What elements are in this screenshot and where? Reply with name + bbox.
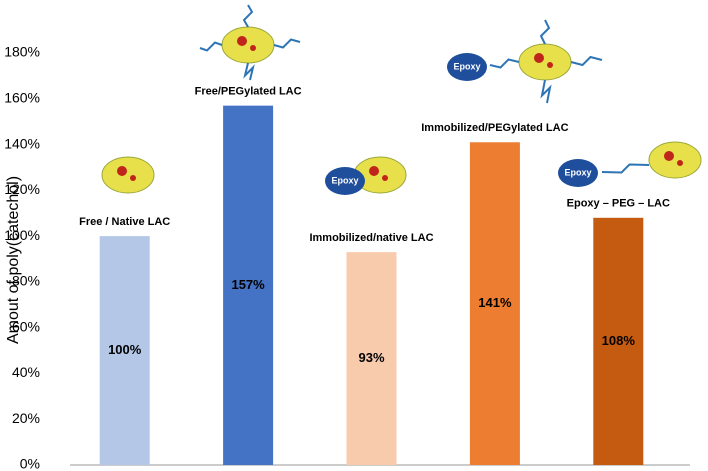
- y-axis-title: Amout of poly(catechol): [5, 176, 22, 344]
- protein-site: [677, 160, 683, 166]
- protein-site: [250, 45, 256, 51]
- epoxy-label: Epoxy: [564, 167, 591, 177]
- peg-chain: [570, 55, 603, 67]
- protein-site: [117, 166, 127, 176]
- protein-site: [382, 175, 388, 181]
- y-tick-label: 160%: [4, 89, 40, 105]
- y-tick-label: 100%: [4, 227, 40, 243]
- category-label: Immobilized/PEGylated LAC: [421, 122, 568, 134]
- peg-chain: [199, 41, 223, 52]
- epoxy-bead: [558, 159, 598, 187]
- y-tick-label: 20%: [12, 410, 40, 426]
- peg-chain: [601, 163, 650, 174]
- bar: [346, 252, 397, 465]
- bar: [223, 105, 274, 466]
- peg-chain: [540, 79, 552, 104]
- value-label: 93%: [358, 350, 384, 365]
- y-tick-label: 40%: [12, 364, 40, 380]
- y-tick-label: 80%: [12, 273, 40, 289]
- protein-illustration: [101, 156, 155, 194]
- protein-site: [664, 151, 674, 161]
- value-label: 100%: [108, 342, 142, 357]
- category-label: Immobilized/native LAC: [309, 232, 433, 244]
- epoxy-label: Epoxy: [331, 175, 358, 185]
- y-tick-label: 120%: [4, 181, 40, 197]
- protein-site: [130, 175, 136, 181]
- bar: [469, 142, 520, 465]
- peg-chain: [539, 19, 551, 45]
- y-tick-label: 180%: [4, 44, 40, 60]
- y-tick-label: 0%: [20, 456, 40, 471]
- peg-chain: [489, 58, 520, 69]
- peg-chain: [273, 38, 301, 49]
- peg-chain: [243, 62, 255, 81]
- value-label: 141%: [478, 295, 512, 310]
- value-label: 157%: [231, 277, 265, 292]
- peg-chain: [242, 4, 254, 28]
- protein-site: [547, 62, 553, 68]
- protein-illustration: [221, 26, 275, 64]
- bar: [99, 236, 150, 465]
- category-label: Free/PEGylated LAC: [195, 86, 302, 98]
- protein-illustration: [518, 43, 572, 81]
- y-tick-label: 60%: [12, 318, 40, 334]
- protein-site: [534, 53, 544, 63]
- y-tick-label: 140%: [4, 135, 40, 151]
- epoxy-label: Epoxy: [453, 61, 480, 71]
- epoxy-bead: [325, 167, 365, 195]
- protein-site: [237, 36, 247, 46]
- value-label: 108%: [602, 333, 636, 348]
- protein-illustration: [648, 141, 702, 179]
- category-label: Free / Native LAC: [79, 216, 170, 228]
- bar: [593, 217, 644, 465]
- protein-site: [369, 166, 379, 176]
- epoxy-bead: [447, 53, 487, 81]
- category-label: Epoxy – PEG – LAC: [567, 198, 670, 210]
